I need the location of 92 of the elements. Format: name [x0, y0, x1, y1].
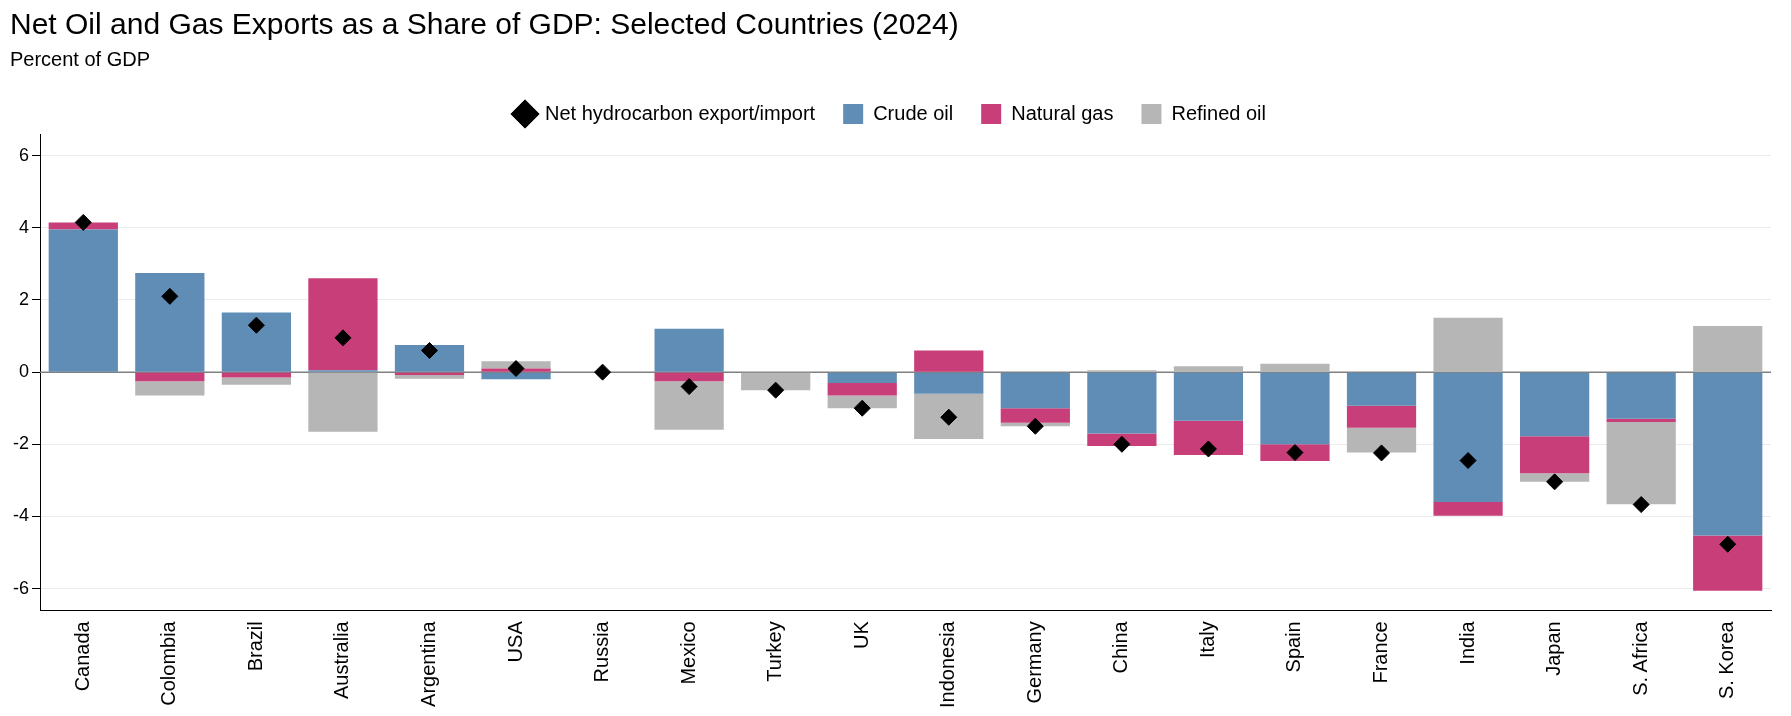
bar [654, 372, 724, 382]
x-tick-label: Argentina [416, 620, 439, 707]
legend-label: Net hydrocarbon export/import [545, 101, 816, 124]
bar [827, 382, 897, 396]
bar [308, 278, 378, 371]
x-tick-label: Mexico [676, 621, 699, 685]
bar [1693, 535, 1763, 591]
bar [221, 372, 291, 378]
x-tick-label: UK [849, 620, 872, 650]
x-tick-label: Japan [1542, 621, 1565, 676]
bar [827, 372, 897, 383]
bar [1346, 405, 1417, 428]
point [1113, 435, 1131, 453]
bar [1693, 325, 1763, 372]
point [1026, 417, 1044, 435]
point [1373, 444, 1391, 462]
point [507, 360, 525, 378]
bar [308, 372, 378, 432]
x-tick-label: S. Korea [1715, 620, 1738, 700]
point [1546, 473, 1564, 491]
bar [48, 229, 118, 372]
point [1719, 535, 1737, 553]
x-tick-label: USA [503, 620, 526, 663]
point [74, 213, 92, 231]
chart-title: Net Oil and Gas Exports as a Share of GDP: Selected Countries (2024) [10, 7, 959, 41]
bar [1606, 418, 1676, 422]
bar [914, 393, 984, 439]
y-tick-label: -2 [12, 433, 29, 454]
legend-label: Natural gas [1011, 101, 1114, 124]
bar [1606, 421, 1676, 505]
y-tick-label: -6 [12, 577, 29, 598]
bar [1087, 372, 1157, 434]
point [247, 316, 265, 334]
bar [914, 372, 984, 394]
x-tick-label: Germany [1022, 621, 1045, 704]
bar [394, 345, 465, 372]
bar [1173, 366, 1244, 372]
point [1632, 496, 1650, 514]
y-tick-label: 0 [18, 361, 29, 382]
x-tick-label: France [1369, 621, 1392, 684]
bar [135, 381, 205, 396]
legend-label: Crude oil [873, 101, 954, 124]
x-tick-label: Indonesia [936, 620, 959, 709]
y-tick-label: -4 [12, 505, 29, 526]
x-tick-label: Canada [70, 620, 93, 692]
point [594, 363, 612, 381]
bar [1173, 372, 1244, 421]
bar [1260, 363, 1330, 372]
point [853, 399, 871, 417]
bar [654, 381, 724, 430]
point [680, 378, 698, 396]
bar [1000, 372, 1070, 409]
x-tick-label: India [1455, 620, 1478, 665]
bar [394, 375, 465, 379]
y-tick-label: 2 [18, 288, 29, 309]
bar [1433, 502, 1503, 516]
legend-label: Refined oil [1171, 101, 1266, 124]
y-tick-label: 4 [18, 216, 29, 237]
bar [221, 377, 291, 385]
point [161, 287, 179, 305]
point [1286, 444, 1304, 462]
bar [135, 372, 205, 382]
bar [1693, 372, 1763, 536]
x-tick-label: Brazil [243, 621, 266, 672]
bar [1260, 372, 1330, 445]
x-tick-label: Turkey [763, 621, 786, 682]
y-tick-label: 6 [18, 144, 29, 165]
bar [1433, 372, 1503, 503]
bar [1000, 408, 1070, 423]
point [1459, 452, 1477, 470]
x-tick-label: Spain [1282, 621, 1305, 673]
bar [1346, 427, 1417, 453]
bar [135, 272, 205, 372]
x-tick-label: China [1109, 620, 1132, 674]
bar [1173, 420, 1244, 456]
point [334, 329, 352, 347]
bar [1520, 372, 1590, 437]
bar [914, 350, 984, 372]
bar [1520, 436, 1590, 474]
x-tick-label: Australia [330, 620, 353, 700]
bar [654, 328, 724, 372]
chart-subtitle: Percent of GDP [10, 47, 151, 70]
bar [741, 372, 811, 391]
x-tick-label: Italy [1195, 621, 1218, 658]
bar [1346, 372, 1417, 406]
bar [1606, 372, 1676, 419]
x-tick-label: Russia [590, 620, 613, 683]
bar [221, 312, 291, 372]
x-tick-label: Colombia [157, 620, 180, 706]
point [1199, 440, 1217, 458]
x-tick-label: S. Africa [1628, 620, 1651, 696]
bar [1433, 317, 1503, 372]
